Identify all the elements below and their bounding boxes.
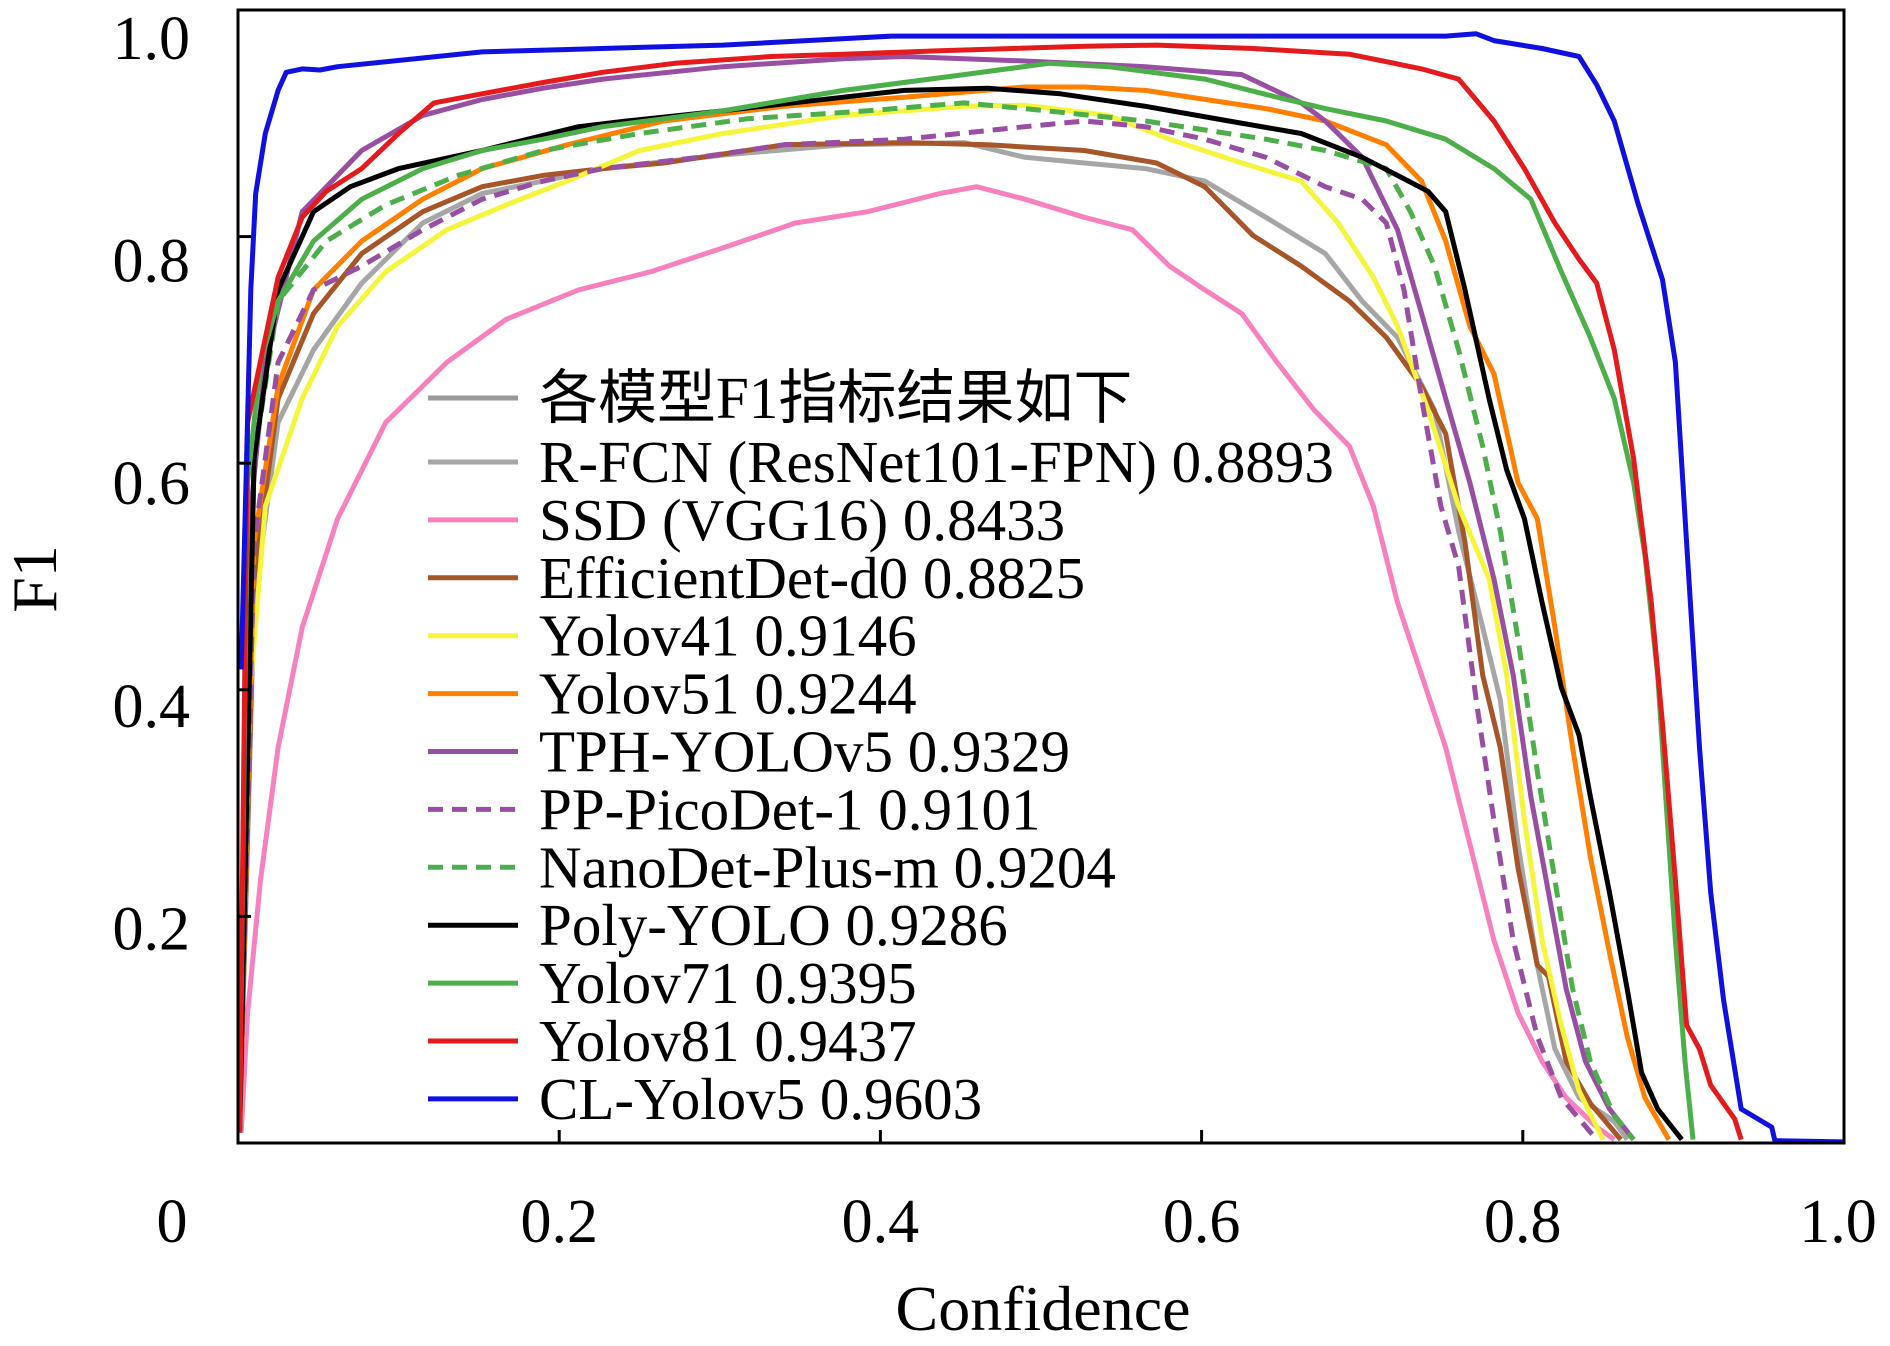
legend-item: NanoDet-Plus-m 0.9204	[428, 834, 1116, 900]
legend-label: Yolov81 0.9437	[539, 1008, 917, 1074]
y-tick-label: 0.2	[113, 895, 191, 963]
legend-item: PP-PicoDet-1 0.9101	[428, 776, 1041, 842]
legend-label: NanoDet-Plus-m 0.9204	[539, 834, 1116, 900]
legend-item: R-FCN (ResNet101-FPN) 0.8893	[428, 429, 1334, 495]
x-tick-label: 0	[157, 1188, 188, 1256]
series-line	[238, 184, 1616, 1142]
legend-label: Yolov71 0.9395	[539, 950, 917, 1016]
legend-item: Yolov41 0.9146	[428, 603, 917, 669]
legend-label: Yolov51 0.9244	[539, 661, 917, 727]
legend-item: Poly-YOLO 0.9286	[428, 892, 1008, 958]
legend-item: 各模型F1指标结果如下	[428, 365, 1132, 431]
legend-label: EfficientDet-d0 0.8825	[539, 545, 1085, 611]
x-tick-label: 0.8	[1484, 1188, 1562, 1256]
y-tick-label: 0.6	[113, 450, 191, 518]
series-line	[238, 42, 1744, 1141]
legend-item: Yolov81 0.9437	[428, 1008, 917, 1074]
legend-label: Poly-YOLO 0.9286	[539, 892, 1008, 958]
legend-item: Yolov51 0.9244	[428, 661, 917, 727]
legend-item: Yolov71 0.9395	[428, 950, 917, 1016]
y-tick-label: 0.8	[113, 228, 191, 296]
legend-item: CL-Yolov5 0.9603	[428, 1066, 982, 1132]
legend-item: EfficientDet-d0 0.8825	[428, 545, 1085, 611]
x-tick-label: 0.2	[520, 1188, 598, 1256]
x-tick-label: 0.4	[842, 1188, 920, 1256]
series-line	[238, 84, 1672, 1141]
legend-item: SSD (VGG16) 0.8433	[428, 487, 1065, 553]
series-line	[238, 100, 1636, 1142]
legend-item: TPH-YOLOv5 0.9329	[428, 719, 1070, 785]
legend-label: CL-Yolov5 0.9603	[539, 1066, 982, 1132]
legend-label: R-FCN (ResNet101-FPN) 0.8893	[539, 429, 1334, 495]
legend-label: Yolov41 0.9146	[539, 603, 917, 669]
x-tick-label: 0.6	[1163, 1188, 1241, 1256]
plot-frame	[236, 8, 1846, 1145]
series-line	[238, 118, 1599, 1142]
series-line	[238, 140, 1623, 1142]
legend-label: SSD (VGG16) 0.8433	[539, 487, 1065, 553]
series-line	[238, 85, 1684, 1142]
legend-label: TPH-YOLOv5 0.9329	[539, 719, 1070, 785]
legend-label: 各模型F1指标结果如下	[539, 365, 1132, 431]
tick-layer: 0 0.2 0.4 0.6 0.8 1.0 0.2 0.4 0.6 0.8 1.0	[113, 5, 1877, 1256]
series-line	[238, 31, 1844, 1143]
legend-label: PP-PicoDet-1 0.9101	[539, 776, 1041, 842]
x-tick-label: 1.0	[1799, 1188, 1877, 1256]
series-layer	[238, 31, 1844, 1143]
y-axis-title: F1	[0, 545, 70, 613]
y-tick-label: 0.4	[113, 673, 191, 741]
y-tick-label: 1.0	[113, 5, 191, 73]
x-axis-title: Confidence	[896, 1273, 1191, 1344]
